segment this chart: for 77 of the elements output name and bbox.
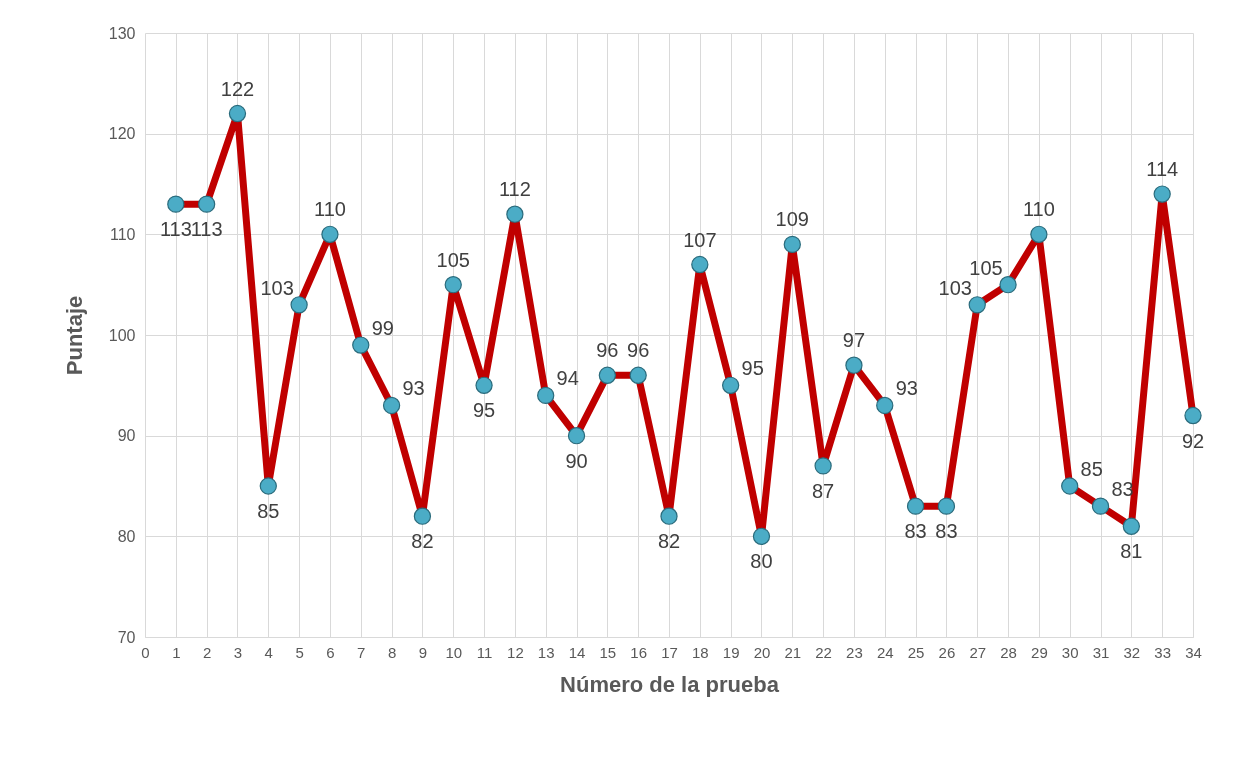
x-tick-label: 28 (1000, 643, 1017, 661)
x-tick-label: 22 (815, 643, 832, 661)
data-label: 99 (371, 317, 394, 340)
x-tick-label: 14 (568, 643, 586, 661)
x-tick-label: 13 (537, 643, 555, 661)
data-label: 82 (657, 530, 681, 553)
data-label: 92 (1181, 429, 1205, 452)
x-tick-label: 31 (1092, 643, 1110, 661)
x-tick-label: 32 (1123, 643, 1141, 661)
x-tick-label: 24 (876, 643, 894, 661)
y-tick-label: 90 (117, 427, 136, 445)
x-tick-label: 21 (784, 643, 802, 661)
x-tick-label: 5 (295, 643, 304, 661)
x-tick-label: 34 (1185, 643, 1202, 661)
x-tick-label: 23 (846, 643, 863, 661)
data-label: 83 (935, 520, 958, 543)
data-label: 122 (220, 77, 255, 100)
y-tick-label: 110 (109, 225, 136, 243)
data-label: 109 (775, 208, 809, 231)
x-tick-label: 4 (264, 643, 273, 661)
x-tick-label: 0 (141, 643, 150, 661)
y-axis-title: Puntaje (61, 295, 87, 376)
data-label: 90 (565, 449, 588, 472)
x-tick-label: 9 (418, 643, 428, 661)
data-label: 97 (842, 329, 866, 352)
x-tick-label: 25 (907, 643, 925, 661)
data-label: 114 (1146, 158, 1179, 181)
x-axis-title: Número de la prueba (560, 671, 780, 697)
x-tick-label: 20 (753, 643, 771, 661)
data-label: 95 (472, 399, 496, 422)
data-label: 93 (895, 377, 918, 400)
data-label: 112 (498, 178, 531, 201)
y-tick-label: 130 (108, 24, 136, 42)
data-label: 105 (969, 256, 1003, 279)
x-tick-label: 19 (722, 643, 740, 661)
y-tick-label: 70 (117, 628, 136, 646)
data-label: 83 (904, 520, 927, 543)
data-label: 80 (750, 550, 773, 573)
data-label: 85 (1080, 458, 1103, 480)
data-label: 94 (556, 367, 579, 390)
x-tick-label: 16 (630, 643, 648, 661)
x-tick-label: 3 (233, 643, 243, 661)
data-label: 85 (257, 500, 280, 522)
x-tick-label: 6 (326, 643, 335, 661)
x-tick-label: 8 (387, 643, 397, 661)
data-label: 110 (1022, 198, 1055, 221)
data-label: 107 (683, 228, 717, 251)
data-label: 113 (159, 218, 192, 241)
x-tick-label: 27 (969, 643, 987, 661)
data-label: 113 (190, 218, 223, 241)
x-tick-label: 18 (691, 643, 709, 661)
x-tick-label: 10 (445, 643, 463, 661)
data-label: 82 (411, 530, 434, 553)
data-label: 93 (402, 377, 425, 400)
y-tick-label: 120 (108, 125, 136, 143)
x-tick-label: 11 (476, 643, 493, 661)
y-tick-label: 80 (117, 527, 136, 545)
x-tick-label: 26 (938, 643, 956, 661)
x-tick-label: 7 (357, 643, 366, 661)
x-tick-label: 33 (1154, 643, 1172, 661)
x-tick-label: 30 (1061, 643, 1079, 661)
data-label: 105 (436, 248, 470, 271)
data-label: 103 (260, 276, 294, 299)
x-tick-label: 15 (599, 643, 617, 661)
x-tick-label: 2 (202, 643, 212, 661)
data-label: 81 (1120, 540, 1143, 563)
x-tick-label: 12 (507, 643, 524, 661)
data-label: 103 (938, 276, 972, 299)
x-tick-label: 29 (1031, 643, 1048, 661)
data-label: 110 (314, 198, 346, 221)
data-label: 96 (596, 339, 619, 362)
data-label: 96 (627, 339, 650, 362)
y-tick-label: 100 (108, 326, 136, 344)
x-tick-label: 1 (172, 643, 181, 661)
x-tick-label: 17 (661, 643, 678, 661)
data-label: 87 (811, 479, 835, 502)
data-label: 95 (741, 357, 764, 380)
